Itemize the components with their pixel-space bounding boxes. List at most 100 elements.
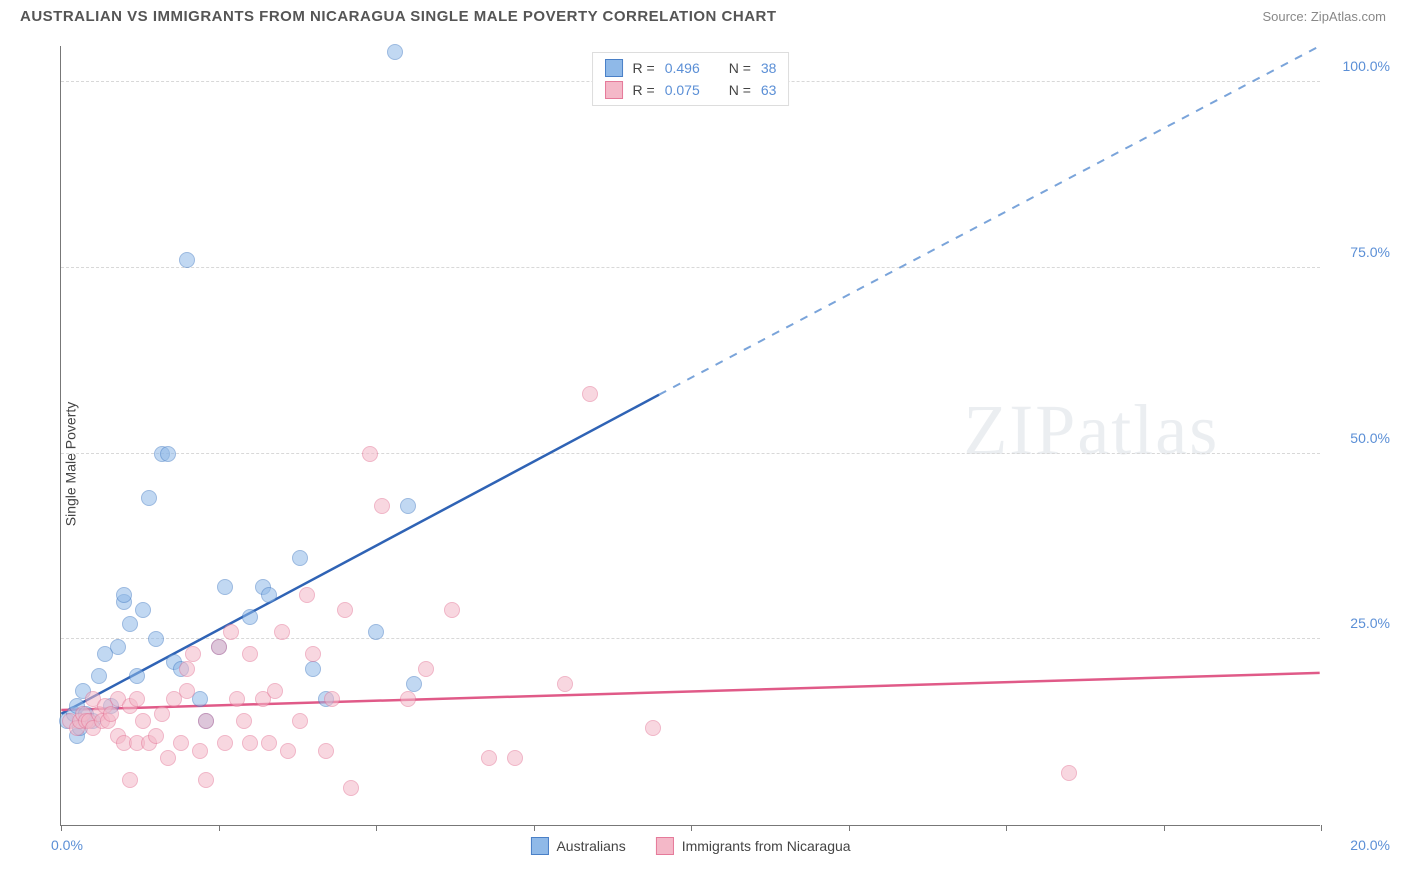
y-tick-label: 50.0% — [1330, 430, 1390, 446]
watermark: ZIPatlas — [963, 389, 1219, 472]
data-point — [211, 639, 227, 655]
data-point — [129, 668, 145, 684]
data-point — [185, 646, 201, 662]
data-point — [154, 706, 170, 722]
plot-area: ZIPatlas 25.0%50.0%75.0%100.0%0.0%20.0%R… — [60, 46, 1320, 826]
gridline — [61, 453, 1320, 454]
data-point — [122, 616, 138, 632]
y-tick-label: 75.0% — [1330, 244, 1390, 260]
data-point — [103, 706, 119, 722]
legend-series: Australians Immigrants from Nicaragua — [530, 837, 850, 855]
chart-container: Single Male Poverty ZIPatlas 25.0%50.0%7… — [0, 36, 1406, 892]
data-point — [261, 735, 277, 751]
x-tick — [849, 825, 850, 831]
data-point — [267, 683, 283, 699]
trend-line — [61, 673, 1319, 710]
data-point — [116, 587, 132, 603]
data-point — [292, 550, 308, 566]
legend-r-value: 0.496 — [665, 60, 711, 76]
data-point — [645, 720, 661, 736]
data-point — [400, 691, 416, 707]
legend-r-value: 0.075 — [665, 82, 711, 98]
data-point — [582, 386, 598, 402]
data-point — [406, 676, 422, 692]
x-tick-label: 20.0% — [1330, 837, 1390, 853]
data-point — [129, 691, 145, 707]
x-tick — [1164, 825, 1165, 831]
legend-n-label: N = — [729, 82, 751, 98]
legend-r-label: R = — [633, 82, 655, 98]
data-point — [280, 743, 296, 759]
x-tick — [691, 825, 692, 831]
data-point — [274, 624, 290, 640]
data-point — [198, 772, 214, 788]
data-point — [374, 498, 390, 514]
data-point — [418, 661, 434, 677]
data-point — [299, 587, 315, 603]
data-point — [160, 750, 176, 766]
data-point — [179, 252, 195, 268]
data-point — [261, 587, 277, 603]
data-point — [217, 735, 233, 751]
data-point — [229, 691, 245, 707]
data-point — [1061, 765, 1077, 781]
y-tick-label: 100.0% — [1330, 58, 1390, 74]
legend-swatch — [530, 837, 548, 855]
data-point — [242, 646, 258, 662]
data-point — [217, 579, 233, 595]
x-tick — [534, 825, 535, 831]
data-point — [368, 624, 384, 640]
chart-title: AUSTRALIAN VS IMMIGRANTS FROM NICARAGUA … — [20, 8, 777, 25]
legend-n-value: 38 — [761, 60, 777, 76]
legend-swatch — [656, 837, 674, 855]
data-point — [343, 780, 359, 796]
legend-swatch — [605, 59, 623, 77]
legend-r-label: R = — [633, 60, 655, 76]
legend-stats: R =0.496N =38R =0.075N =63 — [592, 52, 790, 106]
data-point — [242, 735, 258, 751]
data-point — [179, 683, 195, 699]
data-point — [400, 498, 416, 514]
data-point — [141, 490, 157, 506]
data-point — [318, 743, 334, 759]
data-point — [192, 743, 208, 759]
data-point — [110, 639, 126, 655]
chart-source: Source: ZipAtlas.com — [1262, 9, 1386, 24]
legend-series-item: Immigrants from Nicaragua — [656, 837, 851, 855]
data-point — [507, 750, 523, 766]
legend-swatch — [605, 81, 623, 99]
x-tick-label: 0.0% — [51, 837, 83, 853]
gridline — [61, 267, 1320, 268]
legend-n-label: N = — [729, 60, 751, 76]
trend-lines — [61, 46, 1320, 825]
data-point — [198, 713, 214, 729]
data-point — [444, 602, 460, 618]
data-point — [122, 772, 138, 788]
data-point — [179, 661, 195, 677]
x-tick — [1006, 825, 1007, 831]
legend-series-label: Immigrants from Nicaragua — [682, 838, 851, 854]
data-point — [223, 624, 239, 640]
data-point — [242, 609, 258, 625]
legend-series-label: Australians — [556, 838, 625, 854]
gridline — [61, 638, 1320, 639]
data-point — [160, 446, 176, 462]
x-tick — [376, 825, 377, 831]
x-tick — [61, 825, 62, 831]
trend-line — [61, 395, 659, 714]
legend-series-item: Australians — [530, 837, 625, 855]
data-point — [148, 728, 164, 744]
data-point — [362, 446, 378, 462]
data-point — [135, 713, 151, 729]
data-point — [387, 44, 403, 60]
data-point — [324, 691, 340, 707]
y-tick-label: 25.0% — [1330, 615, 1390, 631]
data-point — [337, 602, 353, 618]
data-point — [91, 668, 107, 684]
data-point — [148, 631, 164, 647]
data-point — [135, 602, 151, 618]
data-point — [292, 713, 308, 729]
data-point — [557, 676, 573, 692]
data-point — [481, 750, 497, 766]
legend-stats-row: R = 0.496 N = 38 — [605, 57, 777, 79]
